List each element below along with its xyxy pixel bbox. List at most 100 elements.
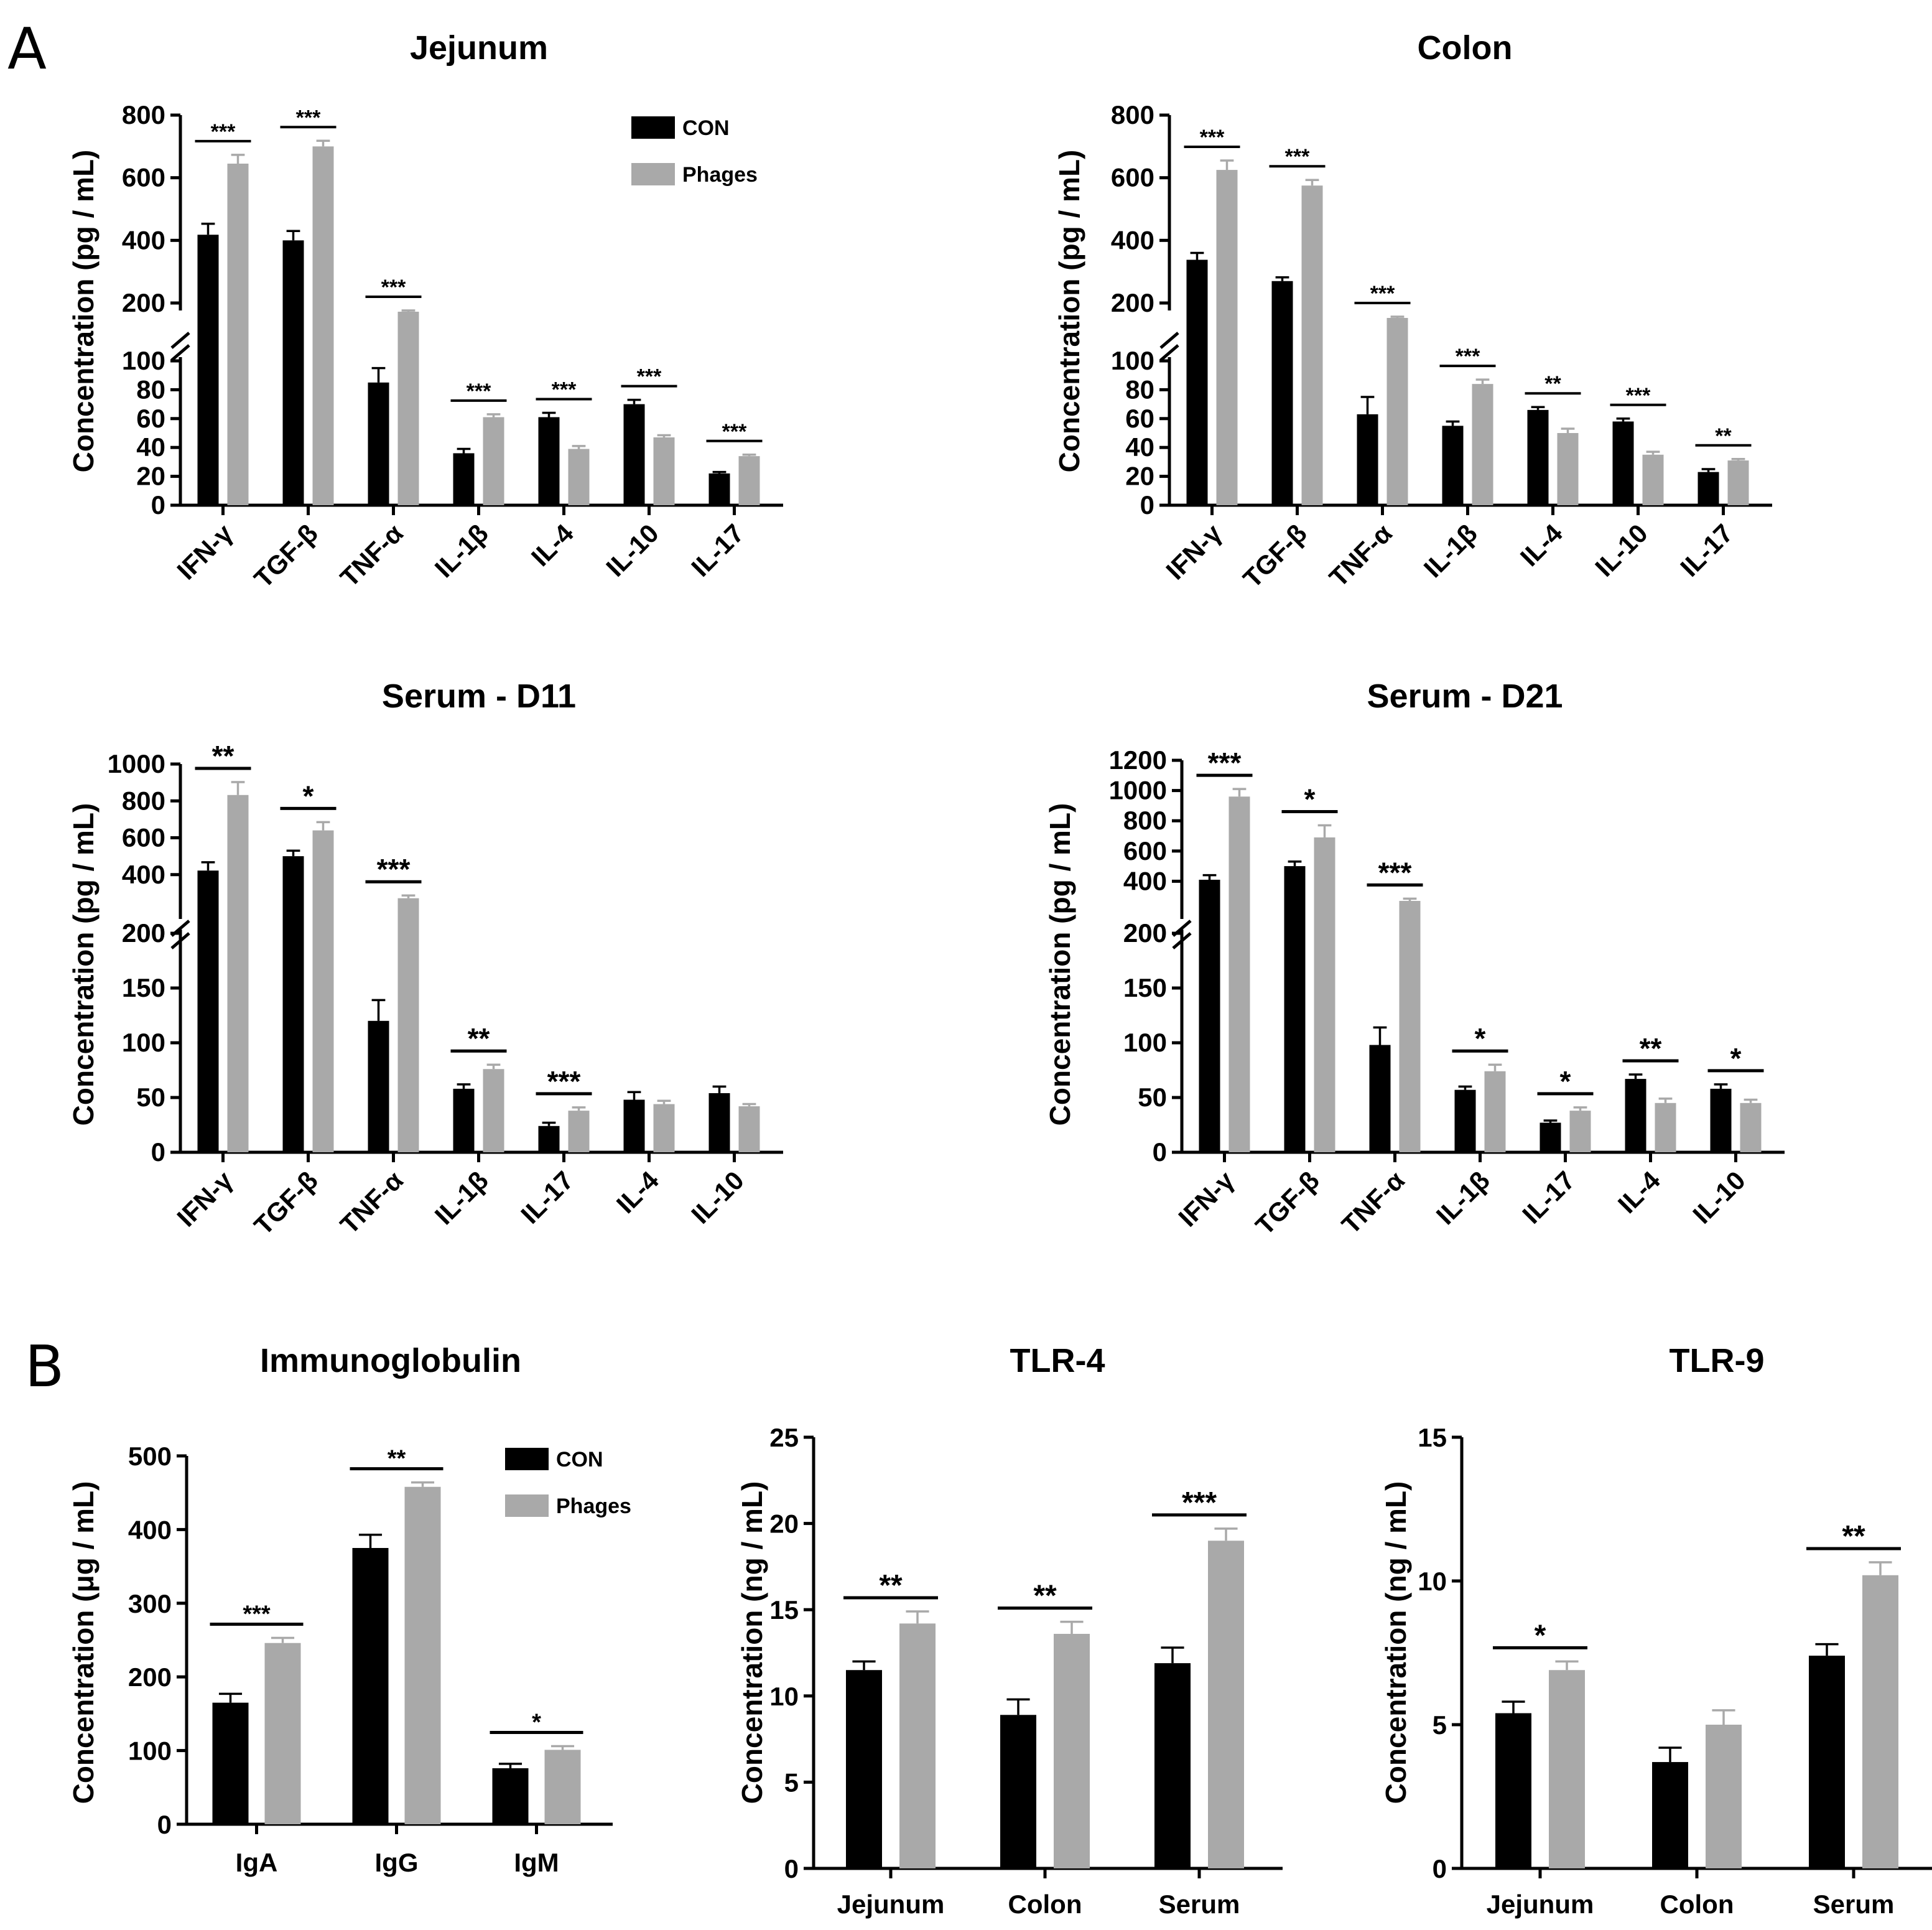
significance-label-serum-d11: ** — [468, 1022, 490, 1055]
legend-swatch-con — [505, 1448, 549, 1470]
significance-label-colon: *** — [1626, 384, 1651, 408]
y-tick-label-serum-d11: 200 — [122, 918, 165, 948]
y-tick-label-serum-d11: 50 — [136, 1083, 165, 1112]
y-tick-label-immunoglobulin: 200 — [128, 1662, 172, 1692]
bar-tlr4-con — [1000, 1715, 1036, 1868]
bar-colon-con — [1442, 426, 1464, 505]
axis-break-mark-jejunum — [170, 332, 190, 349]
y-tick-label-immunoglobulin: 400 — [128, 1515, 172, 1544]
chart-immunoglobulin: Immunoglobulin Concentration (μg / mL) 0 10… — [67, 1342, 613, 1877]
bar-jejunum-phages — [227, 164, 249, 505]
category-label-colon: IL-1β — [1418, 518, 1483, 583]
category-label-serum-d11: IL-10 — [685, 1165, 750, 1229]
y-tick-label-colon: 100 — [1111, 346, 1154, 375]
y-tick-label-colon: 60 — [1125, 404, 1154, 433]
y-tick-label-jejunum: 60 — [136, 404, 165, 433]
category-label-jejunum: IL-10 — [600, 518, 664, 582]
category-label-colon: TNF-α — [1324, 518, 1398, 592]
category-label-tlr9: Colon — [1660, 1890, 1734, 1919]
axis-break-mark-serum-d21 — [1172, 932, 1192, 949]
legend-swatch-con — [631, 116, 675, 139]
chart-title-jejunum: Jejunum — [410, 29, 548, 67]
significance-label-jejunum: *** — [381, 276, 406, 299]
significance-label-tlr4: ** — [1033, 1580, 1057, 1613]
category-label-jejunum: TNF-α — [335, 518, 409, 592]
significance-label-tlr4: ** — [879, 1569, 903, 1602]
y-axis-label-immunoglobulin: Concentration (μg / mL) — [67, 1481, 100, 1804]
y-tick-label-jejunum: 80 — [136, 375, 165, 404]
category-label-serum-d21: IL-17 — [1516, 1165, 1581, 1229]
bar-colon-con — [1697, 472, 1719, 505]
significance-label-jejunum: *** — [467, 380, 491, 403]
bar-serum-d11-con — [708, 1093, 730, 1152]
bar-jejunum-con — [708, 473, 730, 505]
y-tick-label-serum-d11: 400 — [122, 860, 165, 889]
category-label-serum-d11: TGF-β — [248, 1165, 323, 1241]
bar-immunoglobulin-con — [212, 1702, 249, 1824]
legend-label-phages: Phages — [556, 1494, 631, 1518]
significance-label-colon: ** — [1715, 424, 1732, 448]
category-label-immunoglobulin: IgG — [375, 1848, 419, 1877]
significance-label-immunoglobulin: * — [532, 1709, 541, 1735]
y-tick-label-serum-d21: 600 — [1123, 836, 1167, 865]
significance-label-colon: ** — [1544, 372, 1561, 396]
significance-label-immunoglobulin: *** — [243, 1601, 271, 1627]
significance-label-serum-d21: ** — [1640, 1032, 1662, 1065]
significance-label-tlr4: *** — [1182, 1486, 1217, 1519]
bar-tlr9-con — [1495, 1713, 1531, 1868]
bar-serum-d11-phages — [227, 795, 249, 1152]
bar-serum-d21-con — [1284, 866, 1306, 1152]
category-label-serum-d11: TNF-α — [335, 1165, 409, 1239]
y-tick-label-serum-d21: 50 — [1138, 1083, 1167, 1112]
significance-label-serum-d21: * — [1560, 1065, 1571, 1098]
bar-colon-phages — [1216, 170, 1238, 505]
axis-break-mark-jejunum — [170, 344, 190, 361]
category-label-serum-d11: IL-17 — [515, 1165, 579, 1229]
category-label-jejunum: IL-1β — [429, 518, 494, 583]
chart-title-serum-d11: Serum - D11 — [382, 678, 576, 715]
bar-immunoglobulin-con — [492, 1768, 529, 1824]
category-label-serum-d21: IFN-γ — [1173, 1165, 1240, 1233]
bar-tlr4-phages — [899, 1623, 936, 1868]
bar-immunoglobulin-phages — [544, 1750, 581, 1824]
y-tick-label-serum-d11: 1000 — [108, 749, 165, 778]
y-tick-label-serum-d21: 200 — [1123, 918, 1167, 948]
significance-label-serum-d21: * — [1730, 1042, 1742, 1075]
y-axis-label-serum-d21: Concentration (pg / mL) — [1044, 803, 1076, 1126]
significance-label-immunoglobulin: ** — [388, 1446, 406, 1472]
chart-title-colon: Colon — [1418, 29, 1513, 67]
y-tick-label-serum-d11: 100 — [122, 1028, 165, 1057]
y-tick-label-tlr4: 15 — [769, 1595, 799, 1625]
significance-label-serum-d21: * — [1304, 783, 1316, 815]
y-tick-label-tlr9: 5 — [1433, 1710, 1447, 1740]
category-label-tlr9: Jejunum — [1487, 1890, 1594, 1919]
bar-serum-d21-phages — [1569, 1111, 1591, 1152]
category-label-serum-d11: IL-1β — [429, 1165, 494, 1230]
y-tick-label-jejunum: 40 — [136, 432, 165, 462]
bar-colon-con — [1357, 414, 1378, 505]
bar-tlr4-con — [1154, 1663, 1191, 1868]
bar-tlr9-con — [1652, 1762, 1688, 1868]
y-tick-label-jejunum: 600 — [122, 163, 165, 192]
y-tick-label-colon: 0 — [1140, 490, 1154, 520]
significance-label-colon: *** — [1285, 145, 1310, 169]
y-tick-label-tlr9: 0 — [1433, 1854, 1447, 1883]
bar-colon-con — [1271, 281, 1293, 505]
bar-tlr9-phages — [1862, 1575, 1898, 1868]
chart-serum-d21: Serum - D21 Concentration (pg / mL) 0 50 100… — [1044, 678, 1785, 1241]
chart-title-serum-d21: Serum - D21 — [1367, 678, 1563, 715]
bar-jejunum-phages — [738, 456, 760, 505]
y-axis-label-tlr9: Concentration (ng / mL) — [1380, 1481, 1412, 1804]
bar-serum-d11-phages — [483, 1069, 504, 1152]
axis-break-mark-colon — [1159, 344, 1179, 361]
y-tick-label-jejunum: 200 — [122, 288, 165, 317]
bar-serum-d21-con — [1369, 1045, 1391, 1152]
y-tick-label-serum-d21: 800 — [1123, 806, 1167, 835]
bar-immunoglobulin-phages — [264, 1643, 301, 1824]
y-tick-label-immunoglobulin: 500 — [128, 1442, 172, 1471]
chart-title-immunoglobulin: Immunoglobulin — [260, 1342, 521, 1379]
y-tick-label-serum-d21: 100 — [1123, 1028, 1167, 1057]
y-tick-label-jejunum: 800 — [122, 100, 165, 129]
legend-swatch-phages — [631, 163, 675, 185]
